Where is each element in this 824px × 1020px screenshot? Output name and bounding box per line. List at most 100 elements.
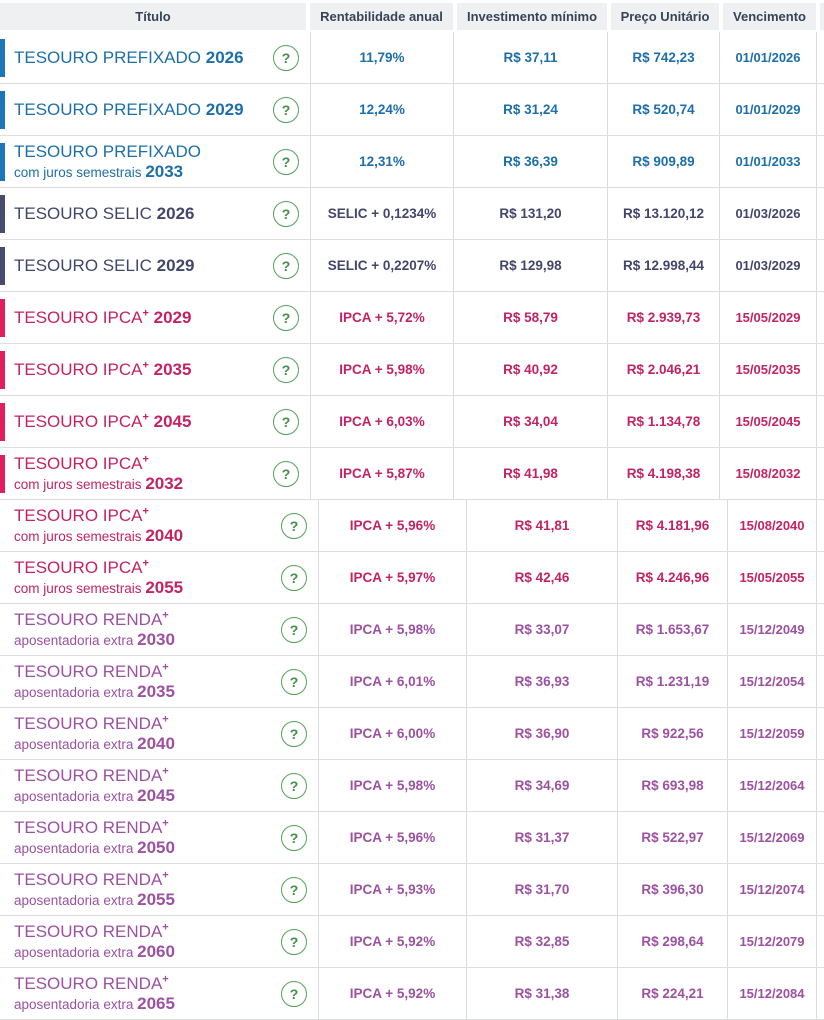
plus-superscript: + <box>142 557 149 570</box>
help-icon[interactable]: ? <box>273 96 299 123</box>
bond-title: TESOURO RENDA+ aposentadoria extra 2045 <box>14 766 175 805</box>
bond-year: 2055 <box>145 577 184 597</box>
help-icon[interactable]: ? <box>281 720 307 747</box>
rate-cell: 11,79% <box>310 32 453 83</box>
bond-title-cell[interactable]: TESOURO PREFIXADO 2026? <box>0 32 310 83</box>
bond-title-cell[interactable]: TESOURO RENDA+ aposentadoria extra 2065? <box>0 968 318 1019</box>
bond-title-cell[interactable]: TESOURO RENDA+ aposentadoria extra 2060? <box>0 916 318 967</box>
bond-row: TESOURO PREFIXADO 2026? 11,79% R$ 37,11 R$ … <box>0 32 824 84</box>
help-icon[interactable]: ? <box>273 408 299 435</box>
bond-title: TESOURO RENDA+ aposentadoria extra 2030 <box>14 610 175 649</box>
row-cutoff-cell <box>816 136 824 187</box>
rate-cell: IPCA + 6,03% <box>310 396 453 447</box>
bond-name: TESOURO PREFIXADO 2026 <box>14 48 244 68</box>
help-icon[interactable]: ? <box>281 824 307 851</box>
bond-name: TESOURO PREFIXADO 2029 <box>14 100 244 120</box>
help-icon[interactable]: ? <box>281 876 307 903</box>
bond-title-cell[interactable]: TESOURO IPCA+ com juros semestrais 2055? <box>0 552 318 603</box>
bond-title-cell[interactable]: TESOURO RENDA+ aposentadoria extra 2045? <box>0 760 318 811</box>
bond-row: TESOURO IPCA+ com juros semestrais 2032? I… <box>0 448 824 500</box>
bond-name: TESOURO IPCA+ 2029 <box>14 307 191 328</box>
rate-cell: IPCA + 6,00% <box>318 708 466 759</box>
maturity-cell: 15/05/2045 <box>719 396 816 447</box>
min-investment-cell: R$ 31,37 <box>466 812 617 863</box>
column-header-cutoff <box>820 3 824 30</box>
row-cutoff-cell <box>816 864 824 915</box>
help-icon[interactable]: ? <box>281 512 307 539</box>
bond-color-bar <box>0 38 5 77</box>
min-investment-cell: R$ 41,98 <box>453 448 607 499</box>
rate-cell: IPCA + 5,96% <box>318 812 466 863</box>
help-icon[interactable]: ? <box>281 980 307 1007</box>
bond-title-cell[interactable]: TESOURO SELIC 2026? <box>0 188 310 239</box>
bond-year: 2026 <box>205 47 244 67</box>
bond-table-body: TESOURO PREFIXADO 2026? 11,79% R$ 37,11 R$ … <box>0 32 824 1020</box>
bond-title-cell[interactable]: TESOURO RENDA+ aposentadoria extra 2035? <box>0 656 318 707</box>
bond-title: TESOURO RENDA+ aposentadoria extra 2035 <box>14 662 175 701</box>
plus-superscript: + <box>162 609 169 622</box>
rate-cell: 12,31% <box>310 136 453 187</box>
help-icon[interactable]: ? <box>273 460 299 487</box>
min-investment-cell: R$ 34,04 <box>453 396 607 447</box>
plus-superscript: + <box>142 358 149 371</box>
bond-title-cell[interactable]: TESOURO RENDA+ aposentadoria extra 2030? <box>0 604 318 655</box>
bond-title-cell[interactable]: TESOURO RENDA+ aposentadoria extra 2055? <box>0 864 318 915</box>
help-icon[interactable]: ? <box>273 148 299 175</box>
help-icon[interactable]: ? <box>281 564 307 591</box>
help-icon[interactable]: ? <box>281 928 307 955</box>
bond-title-cell[interactable]: TESOURO PREFIXADO 2029? <box>0 84 310 135</box>
bond-subtitle: com juros semestrais <box>14 580 142 596</box>
rate-cell: SELIC + 0,2207% <box>310 240 453 291</box>
bond-name-text: TESOURO IPCA <box>14 453 143 473</box>
bond-title-cell[interactable]: TESOURO IPCA+ 2029? <box>0 292 310 343</box>
bond-title: TESOURO RENDA+ aposentadoria extra 2060 <box>14 922 175 961</box>
bond-year: 2045 <box>153 411 192 431</box>
bond-title-cell[interactable]: TESOURO PREFIXADO com juros semestrais 20… <box>0 136 310 187</box>
bond-year: 2055 <box>137 889 175 909</box>
help-icon[interactable]: ? <box>273 304 299 331</box>
rate-cell: IPCA + 5,98% <box>318 760 466 811</box>
bond-title: TESOURO SELIC 2029 <box>14 256 194 276</box>
bond-name-text: TESOURO RENDA <box>14 609 163 629</box>
help-icon[interactable]: ? <box>281 668 307 695</box>
maturity-cell: 01/03/2029 <box>719 240 816 291</box>
row-cutoff-cell <box>816 292 824 343</box>
bond-subtitle-line: aposentadoria extra 2055 <box>14 890 175 910</box>
column-header-vencimento: Vencimento <box>723 3 816 30</box>
bond-year: 2029 <box>156 255 195 275</box>
min-investment-cell: R$ 58,79 <box>453 292 607 343</box>
bond-row: TESOURO RENDA+ aposentadoria extra 2060? I… <box>0 916 824 968</box>
bond-row: TESOURO RENDA+ aposentadoria extra 2030? I… <box>0 604 824 656</box>
rate-cell: IPCA + 5,72% <box>310 292 453 343</box>
bond-row: TESOURO RENDA+ aposentadoria extra 2050? I… <box>0 812 824 864</box>
bond-year: 2040 <box>137 733 175 753</box>
bond-title-cell[interactable]: TESOURO IPCA+ com juros semestrais 2040? <box>0 500 318 551</box>
bond-title-cell[interactable]: TESOURO SELIC 2029? <box>0 240 310 291</box>
help-icon[interactable]: ? <box>273 252 299 279</box>
help-icon[interactable]: ? <box>281 616 307 643</box>
min-investment-cell: R$ 34,69 <box>466 760 617 811</box>
bond-row: TESOURO RENDA+ aposentadoria extra 2065? I… <box>0 968 824 1020</box>
plus-superscript: + <box>162 869 169 882</box>
bond-title-cell[interactable]: TESOURO IPCA+ com juros semestrais 2032? <box>0 448 310 499</box>
bond-row: TESOURO IPCA+ com juros semestrais 2040? I… <box>0 500 824 552</box>
maturity-cell: 01/01/2026 <box>719 32 816 83</box>
bond-title-cell[interactable]: TESOURO RENDA+ aposentadoria extra 2040? <box>0 708 318 759</box>
bond-title-cell[interactable]: TESOURO RENDA+ aposentadoria extra 2050? <box>0 812 318 863</box>
bond-year: 2060 <box>137 941 175 961</box>
bond-name: TESOURO RENDA+ <box>14 922 175 942</box>
help-icon[interactable]: ? <box>273 44 299 71</box>
unit-price-cell: R$ 4.246,96 <box>617 552 727 603</box>
bond-year: 2035 <box>137 681 175 701</box>
help-icon[interactable]: ? <box>273 200 299 227</box>
bond-title: TESOURO IPCA+ com juros semestrais 2032 <box>14 454 183 493</box>
help-icon[interactable]: ? <box>281 772 307 799</box>
bond-title-cell[interactable]: TESOURO IPCA+ 2045? <box>0 396 310 447</box>
help-icon[interactable]: ? <box>273 356 299 383</box>
bond-name-text: TESOURO PREFIXADO <box>14 99 202 119</box>
plus-superscript: + <box>142 505 149 518</box>
bond-title-cell[interactable]: TESOURO IPCA+ 2035? <box>0 344 310 395</box>
maturity-cell: 15/12/2049 <box>727 604 816 655</box>
row-cutoff-cell <box>816 552 824 603</box>
bond-name-text: TESOURO RENDA <box>14 921 163 941</box>
